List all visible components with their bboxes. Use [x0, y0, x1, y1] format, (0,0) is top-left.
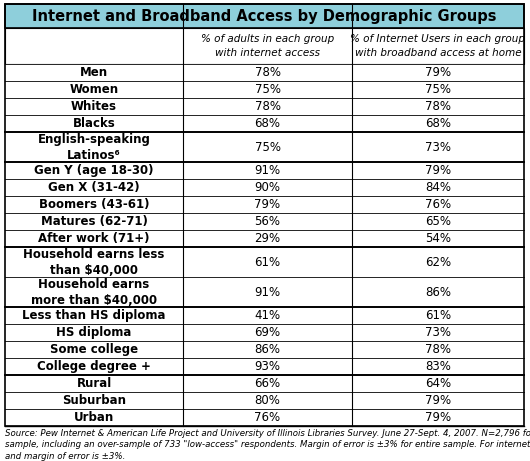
Text: 75%: 75%: [425, 83, 451, 96]
Text: Some college: Some college: [50, 343, 138, 356]
Text: 66%: 66%: [254, 377, 280, 390]
Text: Matures (62-71): Matures (62-71): [41, 215, 147, 228]
Text: % of Internet Users in each group
with broadband access at home: % of Internet Users in each group with b…: [350, 35, 526, 58]
Text: 65%: 65%: [425, 215, 451, 228]
Bar: [5, 98, 524, 115]
Text: 56%: 56%: [254, 215, 280, 228]
Bar: [5, 213, 524, 230]
Bar: [5, 196, 524, 213]
Bar: [5, 375, 524, 392]
Bar: [5, 132, 524, 162]
Text: Men: Men: [80, 66, 108, 79]
Text: College degree +: College degree +: [37, 360, 151, 373]
Text: 78%: 78%: [254, 66, 280, 79]
Text: 73%: 73%: [425, 141, 451, 154]
Text: 79%: 79%: [425, 394, 451, 407]
Text: 79%: 79%: [425, 164, 451, 177]
Text: 54%: 54%: [425, 232, 451, 245]
Bar: [5, 28, 524, 64]
Text: 83%: 83%: [425, 360, 451, 373]
Text: After work (71+): After work (71+): [38, 232, 150, 245]
Bar: [5, 162, 524, 179]
Bar: [5, 230, 524, 247]
Text: 76%: 76%: [254, 411, 280, 424]
Text: Boomers (43-61): Boomers (43-61): [39, 198, 149, 211]
Text: 75%: 75%: [254, 141, 280, 154]
Bar: [5, 358, 524, 375]
Text: 79%: 79%: [425, 66, 451, 79]
Text: Gen X (31-42): Gen X (31-42): [48, 181, 140, 194]
Text: Household earns
more than $40,000: Household earns more than $40,000: [31, 278, 157, 307]
Text: Rural: Rural: [76, 377, 112, 390]
Text: Whites: Whites: [71, 100, 117, 113]
Text: 80%: 80%: [254, 394, 280, 407]
Text: 62%: 62%: [425, 255, 451, 268]
Text: 68%: 68%: [425, 117, 451, 130]
Text: 91%: 91%: [254, 164, 280, 177]
Bar: [5, 341, 524, 358]
Text: Women: Women: [69, 83, 119, 96]
Text: 79%: 79%: [425, 411, 451, 424]
Text: Household earns less
than $40,000: Household earns less than $40,000: [23, 248, 165, 277]
Text: 29%: 29%: [254, 232, 280, 245]
Text: 86%: 86%: [254, 343, 280, 356]
Text: 90%: 90%: [254, 181, 280, 194]
Bar: [5, 179, 524, 196]
Bar: [5, 4, 524, 28]
Bar: [5, 409, 524, 426]
Text: 64%: 64%: [425, 377, 451, 390]
Text: 76%: 76%: [425, 198, 451, 211]
Text: 91%: 91%: [254, 285, 280, 299]
Bar: [5, 277, 524, 307]
Text: 75%: 75%: [254, 83, 280, 96]
Text: 93%: 93%: [254, 360, 280, 373]
Text: % of adults in each group
with internet access: % of adults in each group with internet …: [201, 35, 334, 58]
Text: 78%: 78%: [425, 343, 451, 356]
Text: 84%: 84%: [425, 181, 451, 194]
Text: 73%: 73%: [425, 326, 451, 339]
Text: Blacks: Blacks: [73, 117, 116, 130]
Text: 79%: 79%: [254, 198, 280, 211]
Text: HS diploma: HS diploma: [56, 326, 131, 339]
Text: Suburban: Suburban: [62, 394, 126, 407]
Text: Source: Pew Internet & American Life Project and University of Illinois Librarie: Source: Pew Internet & American Life Pro…: [5, 429, 530, 461]
Bar: [5, 81, 524, 98]
Text: 78%: 78%: [425, 100, 451, 113]
Text: Gen Y (age 18-30): Gen Y (age 18-30): [34, 164, 154, 177]
Bar: [5, 64, 524, 81]
Text: 41%: 41%: [254, 309, 280, 322]
Text: 61%: 61%: [254, 255, 280, 268]
Bar: [5, 115, 524, 132]
Text: English-speaking
Latinos⁶: English-speaking Latinos⁶: [38, 132, 151, 161]
Bar: [5, 247, 524, 277]
Bar: [5, 324, 524, 341]
Text: 68%: 68%: [254, 117, 280, 130]
Text: 86%: 86%: [425, 285, 451, 299]
Text: Internet and Broadband Access by Demographic Groups: Internet and Broadband Access by Demogra…: [32, 8, 497, 24]
Text: 61%: 61%: [425, 309, 451, 322]
Bar: [5, 392, 524, 409]
Text: 69%: 69%: [254, 326, 280, 339]
Text: 78%: 78%: [254, 100, 280, 113]
Text: Less than HS diploma: Less than HS diploma: [22, 309, 166, 322]
Bar: [5, 307, 524, 324]
Text: Urban: Urban: [74, 411, 114, 424]
